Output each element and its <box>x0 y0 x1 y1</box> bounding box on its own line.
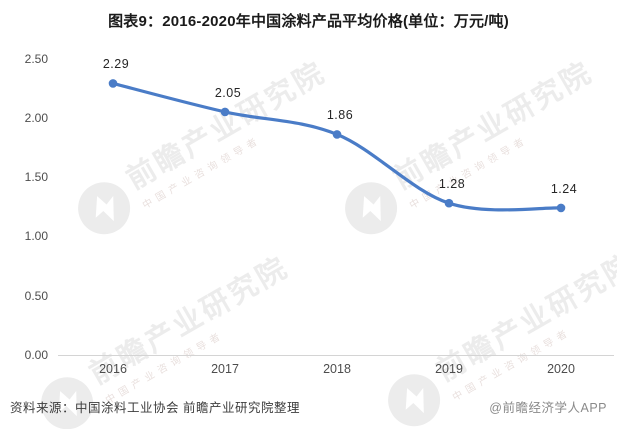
data-point-marker <box>332 130 342 139</box>
x-axis-line <box>58 355 614 356</box>
y-tick-label: 1.00 <box>24 229 48 244</box>
data-point-marker <box>220 107 230 117</box>
y-tick-label: 0.50 <box>24 288 48 303</box>
data-point-marker <box>108 79 118 88</box>
source-note: 资料来源：中国涂料工业协会 前瞻产业研究院整理 <box>10 401 300 415</box>
data-point-label: 1.24 <box>550 181 578 196</box>
x-tick-label: 2020 <box>547 362 575 376</box>
x-tick-label: 2019 <box>435 362 463 376</box>
y-tick-label: 0.00 <box>24 348 48 362</box>
x-tick-label: 2018 <box>323 362 351 376</box>
y-tick-label: 1.50 <box>24 170 48 185</box>
y-tick-label: 2.00 <box>24 110 48 125</box>
credit-note: @前瞻经济学人APP <box>489 401 607 415</box>
data-point-marker <box>444 198 454 208</box>
data-point-label: 1.28 <box>438 177 466 192</box>
data-point-marker <box>556 203 566 213</box>
chart-title: 图表9：2016-2020年中国涂料产品平均价格(单位：万元/吨) <box>108 13 509 30</box>
data-point-label: 2.05 <box>214 85 242 100</box>
data-point-label: 2.29 <box>102 57 130 72</box>
y-tick-label: 2.50 <box>24 51 48 66</box>
x-tick-label: 2016 <box>99 362 127 376</box>
x-tick-label: 2017 <box>211 362 239 376</box>
price-line-series <box>111 81 563 212</box>
data-point-label: 1.86 <box>326 108 354 123</box>
